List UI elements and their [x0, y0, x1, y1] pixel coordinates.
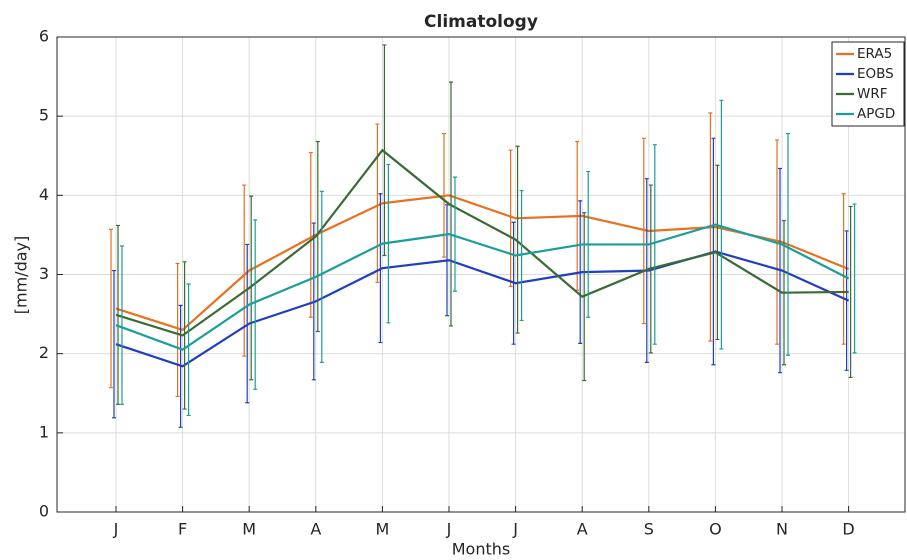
series-line	[115, 148, 849, 337]
error-bar	[182, 261, 187, 410]
x-tick-label: J	[512, 520, 518, 539]
x-tick-label: O	[709, 520, 722, 539]
series-line	[115, 194, 850, 332]
error-bar	[249, 195, 254, 381]
plot-frame	[56, 36, 906, 513]
y-tick-label: 2	[39, 343, 49, 362]
error-bar	[641, 137, 646, 325]
legend-box	[831, 41, 905, 127]
error-bar	[719, 99, 724, 350]
x-tick-label: S	[644, 520, 654, 539]
error-bar	[515, 145, 520, 334]
error-bar	[382, 44, 387, 257]
chart-title: Climatology	[424, 12, 538, 32]
y-tick-label: 3	[39, 264, 49, 283]
series-line	[115, 250, 850, 368]
legend-label: ERA5	[857, 46, 892, 62]
error-bar	[186, 283, 191, 417]
legend-label: WRF	[857, 86, 888, 102]
error-bar	[253, 219, 258, 390]
y-tick-label: 5	[39, 106, 49, 125]
y-tick-label: 0	[39, 502, 49, 521]
y-axis-label: [mm/day]	[12, 236, 31, 314]
error-bar	[315, 140, 320, 333]
error-bar	[453, 176, 457, 292]
error-bar	[319, 190, 324, 363]
x-tick-label: J	[113, 520, 119, 539]
error-bar	[652, 144, 657, 345]
error-bar	[841, 193, 846, 345]
legend: ERA5 EOBS WRF APGD	[831, 41, 905, 127]
x-tick-label: N	[776, 520, 788, 539]
y-tick-label: 4	[39, 185, 49, 204]
error-bar	[508, 149, 513, 287]
x-tick-label: J	[446, 520, 452, 539]
error-bar	[120, 245, 124, 405]
y-tick-label: 6	[39, 27, 49, 46]
x-tick-label: M	[242, 520, 256, 539]
x-tick-label: D	[842, 520, 854, 539]
x-axis-label: Months	[452, 540, 510, 559]
error-bar	[308, 151, 313, 318]
error-bar	[109, 228, 113, 389]
series-line	[115, 223, 850, 351]
error-bar	[786, 132, 790, 356]
legend-label: EOBS	[857, 66, 894, 82]
error-bar	[848, 205, 853, 379]
x-tick-label: F	[178, 520, 187, 539]
x-tick-label: M	[375, 520, 389, 539]
x-tick-label: A	[310, 520, 321, 539]
x-tick-label: A	[577, 520, 588, 539]
error-bar	[175, 262, 180, 398]
y-tick-label: 1	[39, 422, 49, 441]
error-bar	[112, 269, 116, 419]
error-bar	[852, 203, 857, 354]
error-bar	[375, 123, 380, 284]
legend-label: APGD	[857, 106, 895, 122]
